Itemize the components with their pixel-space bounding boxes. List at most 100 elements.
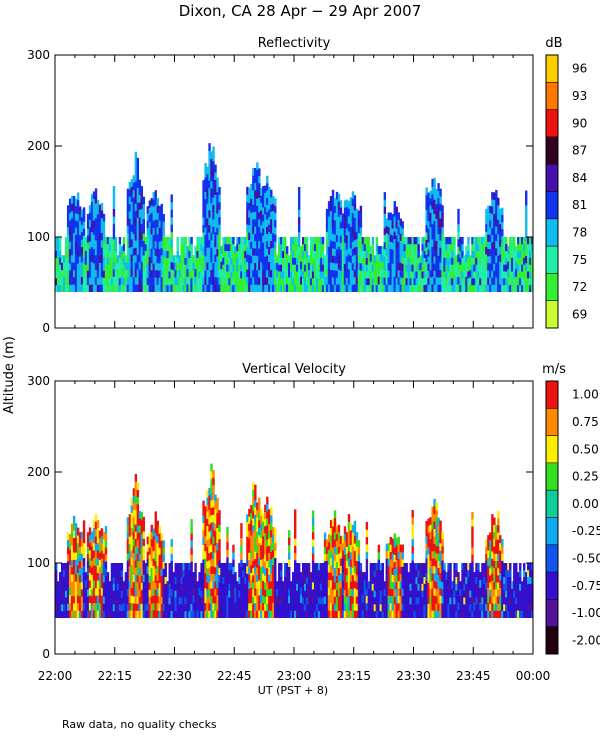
data-cell	[264, 270, 267, 278]
data-cell	[128, 262, 132, 271]
data-cell	[280, 576, 283, 584]
data-cell	[236, 284, 239, 292]
data-cell	[425, 261, 428, 270]
data-cell	[441, 255, 444, 264]
data-cell	[254, 168, 257, 176]
data-cell	[152, 595, 155, 604]
data-cell	[303, 243, 307, 252]
data-cell	[182, 569, 185, 578]
data-cell	[224, 257, 227, 265]
data-cell	[154, 255, 157, 264]
data-cell	[427, 270, 430, 278]
data-cell	[395, 595, 398, 604]
data-cell	[367, 610, 371, 618]
data-cell	[186, 268, 189, 277]
data-cell	[170, 610, 173, 618]
data-cell	[411, 610, 414, 618]
data-cell	[84, 572, 88, 581]
data-cell	[264, 227, 267, 236]
data-cell	[74, 205, 78, 214]
data-cell	[254, 247, 257, 256]
data-cell	[156, 270, 159, 278]
data-cell	[357, 589, 361, 597]
data-cell	[194, 261, 197, 270]
data-cell	[437, 277, 440, 285]
data-cell	[286, 603, 289, 612]
data-cell	[190, 603, 193, 611]
data-cell	[204, 610, 207, 618]
data-cell	[128, 580, 132, 589]
data-cell	[216, 241, 219, 250]
data-cell	[228, 243, 231, 252]
data-cell	[90, 194, 94, 203]
data-cell	[204, 255, 207, 264]
data-cell	[491, 580, 494, 589]
data-cell	[425, 580, 428, 589]
data-cell	[359, 603, 363, 612]
data-cell	[503, 590, 506, 598]
data-cell	[188, 250, 191, 258]
data-cell	[82, 610, 86, 618]
data-cell	[335, 603, 339, 611]
data-cell	[517, 257, 520, 265]
data-cell	[407, 237, 410, 245]
data-cell	[463, 603, 466, 612]
data-cell	[315, 569, 319, 578]
data-cell	[206, 575, 209, 583]
data-cell	[216, 270, 219, 278]
data-cell	[142, 531, 146, 539]
data-cell	[339, 573, 343, 581]
data-cell	[82, 221, 86, 229]
data-cell	[329, 232, 333, 241]
data-cell	[260, 202, 263, 211]
data-cell	[343, 568, 347, 576]
data-cell	[84, 284, 88, 292]
data-cell	[190, 547, 193, 555]
data-cell	[246, 536, 249, 545]
data-cell	[148, 582, 151, 590]
data-cell	[381, 261, 385, 270]
data-cell	[68, 234, 72, 242]
data-cell	[170, 224, 173, 233]
data-cell	[343, 561, 347, 569]
data-cell	[385, 558, 389, 567]
data-cell	[465, 576, 468, 584]
data-cell	[303, 284, 307, 292]
data-cell	[485, 231, 488, 240]
data-cell	[379, 610, 383, 618]
data-cell	[445, 271, 448, 279]
data-cell	[323, 532, 327, 540]
data-cell	[190, 582, 193, 590]
data-cell	[509, 277, 512, 286]
data-cell	[299, 268, 303, 277]
data-cell	[325, 603, 329, 611]
data-cell	[301, 569, 305, 578]
data-cell	[268, 581, 271, 590]
data-cell	[343, 228, 347, 236]
data-cell	[399, 595, 402, 604]
data-cell	[206, 553, 209, 562]
data-cell	[473, 257, 476, 265]
data-cell	[72, 232, 76, 241]
data-cell	[160, 211, 163, 219]
data-cell	[162, 589, 165, 597]
data-cell	[325, 546, 329, 554]
data-cell	[258, 204, 261, 213]
data-cell	[495, 197, 498, 205]
data-cell	[212, 226, 215, 234]
data-cell	[154, 204, 157, 213]
data-cell	[441, 205, 444, 213]
data-cell	[345, 574, 349, 583]
data-cell	[333, 610, 337, 618]
data-cell	[323, 560, 327, 569]
data-cell	[297, 187, 301, 195]
data-cell	[513, 257, 516, 265]
data-cell	[66, 277, 70, 285]
data-cell	[303, 563, 307, 571]
data-cell	[409, 563, 412, 571]
data-cell	[274, 198, 277, 206]
data-cell	[497, 248, 500, 256]
data-cell	[499, 231, 502, 240]
data-cell	[481, 583, 484, 591]
data-cell	[230, 610, 233, 618]
